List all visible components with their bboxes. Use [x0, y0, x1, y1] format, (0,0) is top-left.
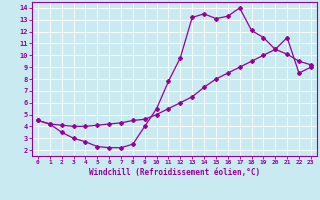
X-axis label: Windchill (Refroidissement éolien,°C): Windchill (Refroidissement éolien,°C)	[89, 168, 260, 177]
